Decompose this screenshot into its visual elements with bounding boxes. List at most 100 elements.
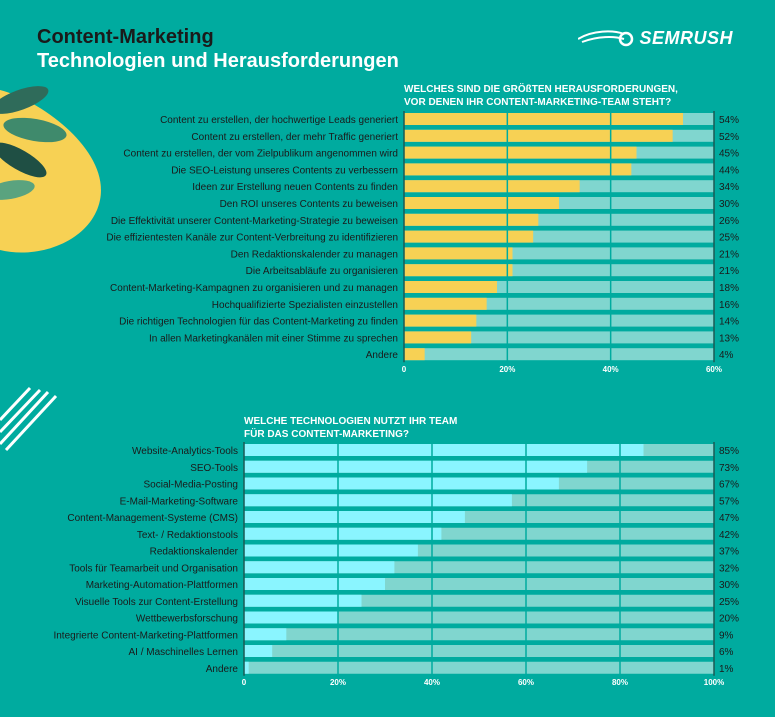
chart2-category-label: Website-Analytics-Tools <box>132 446 238 457</box>
stripes-decoration <box>0 386 58 452</box>
chart2-bar <box>244 527 442 540</box>
chart1-bar-track <box>404 331 714 344</box>
chart1-data-label: 26% <box>719 216 739 227</box>
chart2-data-label: 42% <box>719 530 739 541</box>
chart2-category-label: Redaktionskalender <box>150 547 239 558</box>
chart1-title: WELCHES SIND DIE GRÖßTEN HERAUSFORDERUNG… <box>404 83 678 109</box>
chart1-bar <box>404 314 477 327</box>
chart2-x-tick: 100% <box>704 678 724 687</box>
chart1-bar <box>404 331 472 344</box>
chart2-bar <box>244 511 465 523</box>
chart1-data-label: 18% <box>719 283 739 294</box>
chart1-category-label: Content zu erstellen, der mehr Traffic g… <box>191 132 398 143</box>
chart1-data-label: 14% <box>719 317 739 328</box>
chart2-data-label: 9% <box>719 630 734 641</box>
chart2-x-tick: 20% <box>330 678 346 687</box>
chart2-category-label: Tools für Teamarbeit und Organisation <box>69 563 238 574</box>
chart1-data-label: 34% <box>719 182 739 193</box>
chart1-bar <box>404 113 683 125</box>
logo-text: SEMRUSH <box>639 28 734 48</box>
chart2-bar-track <box>244 645 714 657</box>
chart1-category-label: Content zu erstellen, der vom Zielpublik… <box>123 149 398 160</box>
chart1-data-label: 25% <box>719 233 739 244</box>
chart2-bar <box>244 628 287 641</box>
logo-flame-icon <box>578 30 634 47</box>
chart2-category-label: Visuelle Tools zur Content-Erstellung <box>75 597 238 608</box>
chart2-data-label: 20% <box>719 614 739 625</box>
chart2-bar <box>244 594 362 607</box>
chart2-data-label: 1% <box>719 664 734 675</box>
chart1-title-line: VOR DENEN IHR CONTENT-MARKETING-TEAM STE… <box>404 97 672 108</box>
chart2-bar <box>244 477 559 490</box>
chart1-x-tick: 0 <box>402 365 407 374</box>
chart1-bar <box>404 197 559 209</box>
chart2-category-label: Marketing-Automation-Plattformen <box>86 580 238 591</box>
chart2-data-label: 73% <box>719 463 739 474</box>
chart2-x-tick: 0 <box>242 678 247 687</box>
chart1-bar <box>404 281 497 293</box>
chart2-bar <box>244 578 385 590</box>
chart2-bar-track <box>244 611 714 624</box>
chart1-data-label: 30% <box>719 199 739 210</box>
chart2-bar <box>244 561 395 574</box>
chart2-data-label: 30% <box>719 580 739 591</box>
chart1-category-label: Ideen zur Erstellung neuen Contents zu f… <box>192 182 398 193</box>
chart1-data-label: 4% <box>719 350 734 361</box>
chart2-category-label: E-Mail-Marketing-Software <box>120 496 239 507</box>
chart2-category-label: Content-Management-Systeme (CMS) <box>67 513 238 524</box>
chart2-category-label: Integrierte Content-Marketing-Plattforme… <box>53 630 238 641</box>
chart1-category-label: Die SEO-Leistung unseres Contents zu ver… <box>171 165 398 176</box>
chart2-data-label: 25% <box>719 597 739 608</box>
chart2-data-label: 6% <box>719 647 734 658</box>
chart1-bar <box>404 163 632 176</box>
chart2-x-tick: 80% <box>612 678 628 687</box>
chart2-x-tick: 40% <box>424 678 440 687</box>
chart2-category-label: AI / Maschinelles Lernen <box>128 647 238 658</box>
chart2-data-label: 37% <box>719 547 739 558</box>
chart1-bar <box>404 129 673 142</box>
chart2-category-label: Andere <box>206 664 239 675</box>
chart1-bar <box>404 213 539 226</box>
chart1-data-label: 16% <box>719 300 739 311</box>
chart2-bar <box>244 444 644 456</box>
chart2-bar <box>244 611 338 624</box>
chart2-title-line: WELCHE TECHNOLOGIEN NUTZT IHR TEAM <box>244 416 458 427</box>
chart1-category-label: Andere <box>366 350 399 361</box>
semrush-logo: SEMRUSH <box>578 28 733 49</box>
chart2-category-label: SEO-Tools <box>190 463 238 474</box>
chart2-bar-track <box>244 661 714 674</box>
chart1-x-tick: 20% <box>499 365 515 374</box>
chart2-category-label: Text- / Redaktionstools <box>137 530 238 541</box>
leaves-icon <box>0 86 67 200</box>
chart1-data-label: 44% <box>719 165 739 176</box>
chart2-x-tick: 60% <box>518 678 534 687</box>
chart1-category-label: Die richtigen Technologien für das Conte… <box>119 317 398 328</box>
chart1-category-label: Den ROI unseres Contents zu beweisen <box>220 199 398 210</box>
chart1-data-label: 45% <box>719 149 739 160</box>
chart1-bar <box>404 348 425 361</box>
chart1-bar <box>404 180 580 193</box>
chart2-category-label: Social-Media-Posting <box>144 480 239 491</box>
chart1-category-label: Die Effektivität unserer Content-Marketi… <box>111 216 398 227</box>
chart1-category-label: Content zu erstellen, der hochwertige Le… <box>160 115 398 126</box>
chart1-title-line: WELCHES SIND DIE GRÖßTEN HERAUSFORDERUNG… <box>404 84 678 95</box>
chart1-category-label: Den Redaktionskalender zu managen <box>231 249 398 260</box>
chart1-bar <box>404 230 534 243</box>
chart1-bar <box>404 297 487 310</box>
chart1-category-label: Die Arbeitsabläufe zu organisieren <box>246 266 398 277</box>
chart1-bar <box>404 247 513 260</box>
title-line2: Technologien und Herausforderungen <box>37 50 399 72</box>
chart2-title-line: FÜR DAS CONTENT-MARKETING? <box>244 429 409 440</box>
chart2-data-label: 32% <box>719 563 739 574</box>
title-line1: Content-Marketing <box>37 26 214 48</box>
chart2-title: WELCHE TECHNOLOGIEN NUTZT IHR TEAM FÜR D… <box>244 415 457 441</box>
chart1-bar <box>404 264 513 277</box>
chart1-data-label: 21% <box>719 266 739 277</box>
chart2-data-label: 67% <box>719 480 739 491</box>
chart2-bar <box>244 645 273 657</box>
chart1-data-label: 54% <box>719 115 739 126</box>
chart2-category-label: Wettbewerbsforschung <box>136 614 238 625</box>
chart1-category-label: In allen Marketingkanälen mit einer Stim… <box>149 333 398 344</box>
chart2-bar <box>244 494 512 507</box>
